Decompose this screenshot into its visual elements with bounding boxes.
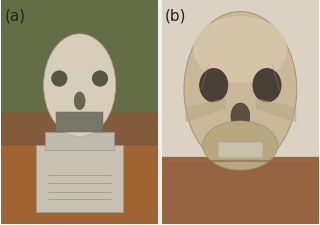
FancyBboxPatch shape <box>36 146 124 212</box>
Text: (a): (a) <box>4 8 26 23</box>
FancyBboxPatch shape <box>45 133 114 150</box>
Ellipse shape <box>52 71 67 87</box>
Text: (b): (b) <box>165 8 187 23</box>
Ellipse shape <box>253 69 281 103</box>
Ellipse shape <box>203 122 278 170</box>
Ellipse shape <box>74 92 85 110</box>
Ellipse shape <box>44 35 116 137</box>
Ellipse shape <box>184 13 297 168</box>
Ellipse shape <box>200 69 228 103</box>
FancyBboxPatch shape <box>56 112 103 133</box>
Ellipse shape <box>92 71 108 87</box>
FancyBboxPatch shape <box>218 142 263 158</box>
Ellipse shape <box>193 17 287 84</box>
Ellipse shape <box>231 104 250 130</box>
